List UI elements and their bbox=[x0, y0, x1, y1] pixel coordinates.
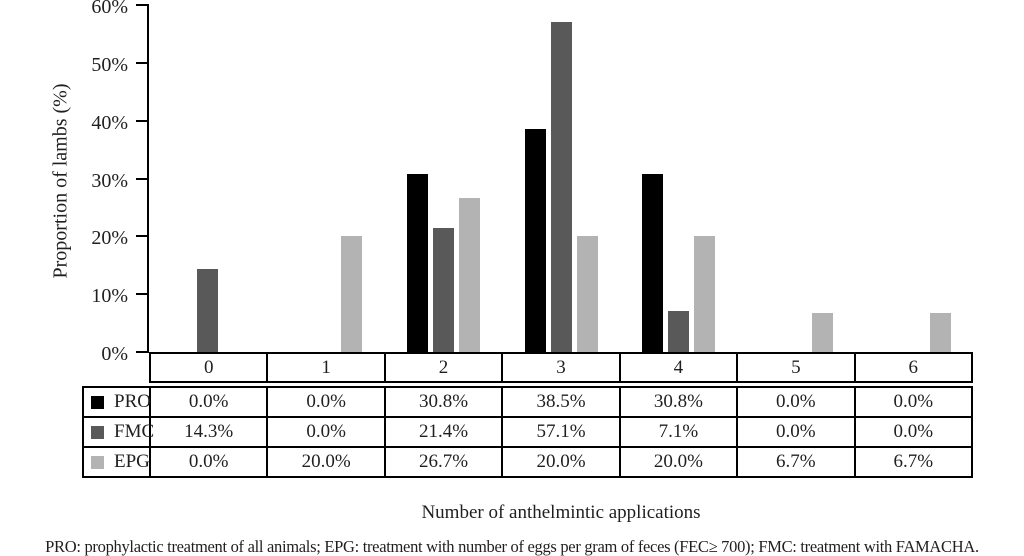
y-tick bbox=[136, 293, 148, 295]
value-cell-epg-5: 6.7% bbox=[736, 446, 856, 478]
value-cell-pro-5: 0.0% bbox=[736, 386, 856, 418]
category-header-cell: 2 bbox=[383, 352, 504, 383]
legend-cell-epg: EPG bbox=[82, 446, 151, 478]
value-cell-epg-4: 20.0% bbox=[618, 446, 739, 478]
y-tick bbox=[136, 62, 148, 64]
y-tick bbox=[136, 178, 148, 180]
value-cell-pro-1: 0.0% bbox=[266, 386, 386, 418]
legend-inner: PRO bbox=[84, 391, 151, 413]
value-cell-epg-1: 20.0% bbox=[266, 446, 386, 478]
y-tick bbox=[136, 351, 148, 353]
value-cell-pro-3: 38.5% bbox=[501, 386, 621, 418]
category-header-cell: 3 bbox=[501, 352, 621, 383]
value-cell-epg-2: 26.7% bbox=[383, 446, 504, 478]
y-tick-label: 40% bbox=[91, 112, 128, 134]
value-cell-fmc-5: 0.0% bbox=[736, 416, 856, 448]
bar-pro-4 bbox=[642, 174, 663, 352]
legend-inner: EPG bbox=[84, 451, 150, 473]
y-tick bbox=[136, 4, 148, 6]
y-axis-line bbox=[147, 4, 149, 353]
value-cell-fmc-1: 0.0% bbox=[266, 416, 386, 448]
table-row-pro: PRO 0.0% 0.0% 30.8% 38.5% 30.8% 0.0% 0.0% bbox=[82, 386, 974, 418]
bar-epg-1 bbox=[341, 236, 362, 352]
bar-epg-2 bbox=[459, 198, 480, 352]
bar-epg-3 bbox=[577, 236, 598, 352]
value-cell-pro-2: 30.8% bbox=[383, 386, 504, 418]
value-cell-pro-4: 30.8% bbox=[618, 386, 739, 418]
category-header-cell: 1 bbox=[266, 352, 386, 383]
value-cell-epg-3: 20.0% bbox=[501, 446, 621, 478]
series-name-fmc: FMC bbox=[114, 421, 155, 442]
table-row-fmc: FMC 14.3% 0.0% 21.4% 57.1% 7.1% 0.0% 0.0% bbox=[82, 416, 974, 448]
y-tick bbox=[136, 120, 148, 122]
y-tick-label: 20% bbox=[91, 227, 128, 249]
x-axis-title: Number of anthelmintic applications bbox=[421, 502, 701, 523]
footnote: PRO: prophylactic treatment of all anima… bbox=[45, 537, 979, 556]
value-cell-fmc-4: 7.1% bbox=[618, 416, 739, 448]
legend-swatch-epg bbox=[91, 455, 104, 469]
value-table: PRO 0.0% 0.0% 30.8% 38.5% 30.8% 0.0% 0.0% FMC 14.… bbox=[82, 386, 974, 478]
category-header-cell: 6 bbox=[853, 352, 974, 383]
bar-epg-6 bbox=[930, 313, 951, 352]
legend-swatch-fmc bbox=[91, 425, 104, 439]
bar-epg-5 bbox=[812, 313, 833, 352]
category-header-cell: 0 bbox=[148, 352, 269, 383]
value-cell-pro-6: 0.0% bbox=[853, 386, 974, 418]
series-name-pro: PRO bbox=[114, 391, 151, 412]
category-header-cell: 5 bbox=[736, 352, 856, 383]
y-tick-label: 0% bbox=[101, 343, 128, 365]
value-cell-fmc-3: 57.1% bbox=[501, 416, 621, 448]
y-tick-label: 50% bbox=[91, 54, 128, 76]
category-header-cell: 4 bbox=[618, 352, 739, 383]
table-row-epg: EPG 0.0% 20.0% 26.7% 20.0% 20.0% 6.7% 6.7% bbox=[82, 446, 974, 478]
y-tick-label: 30% bbox=[91, 170, 128, 192]
value-cell-fmc-6: 0.0% bbox=[853, 416, 974, 448]
legend-cell-fmc: FMC bbox=[82, 416, 154, 448]
bar-fmc-0 bbox=[197, 269, 218, 352]
legend-inner: FMC bbox=[84, 421, 154, 443]
legend-swatch-pro bbox=[91, 395, 104, 409]
y-tick-label: 60% bbox=[91, 0, 128, 18]
value-cell-epg-0: 0.0% bbox=[148, 446, 269, 478]
bar-pro-3 bbox=[525, 129, 546, 352]
series-name-epg: EPG bbox=[114, 451, 150, 472]
value-cell-fmc-2: 21.4% bbox=[383, 416, 504, 448]
y-tick bbox=[136, 235, 148, 237]
y-axis-title: Proportion of lambs (%) bbox=[49, 83, 72, 279]
bar-pro-2 bbox=[407, 174, 428, 352]
bar-fmc-2 bbox=[433, 228, 454, 352]
y-tick-label: 10% bbox=[91, 285, 128, 307]
value-cell-epg-6: 6.7% bbox=[853, 446, 974, 478]
bar-epg-4 bbox=[694, 236, 715, 352]
bar-fmc-4 bbox=[668, 311, 689, 352]
bar-fmc-3 bbox=[551, 22, 572, 352]
value-cell-fmc-0: 14.3% bbox=[148, 416, 269, 448]
value-cell-pro-0: 0.0% bbox=[148, 386, 269, 418]
legend-cell-pro: PRO bbox=[82, 386, 151, 418]
